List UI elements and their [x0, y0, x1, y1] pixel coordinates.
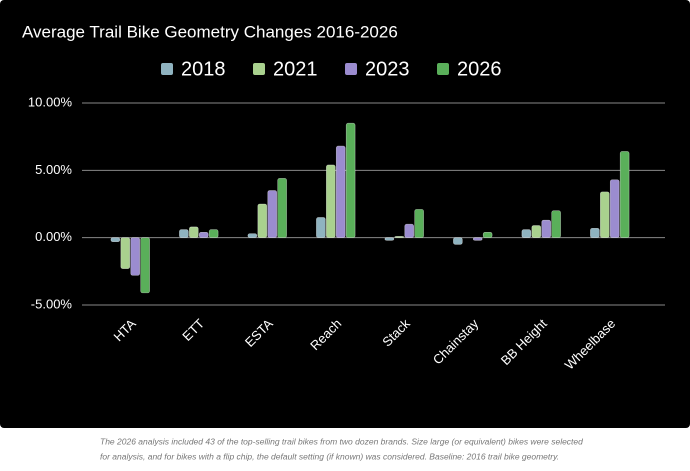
y-tick-label: 10.00% — [28, 94, 73, 109]
legend-label: 2018 — [181, 58, 226, 80]
bar — [541, 219, 551, 238]
y-tick-label: 0.00% — [35, 229, 72, 244]
bar — [335, 145, 346, 238]
bar — [551, 210, 561, 238]
bar — [189, 226, 199, 238]
bar — [247, 233, 258, 238]
bar — [267, 190, 277, 238]
bar — [110, 237, 121, 243]
bar — [179, 229, 189, 238]
caption: The 2026 analysis included 43 of the top… — [100, 436, 583, 446]
bar — [394, 236, 405, 238]
y-tick-label: 5.00% — [35, 162, 72, 177]
bar — [590, 227, 600, 238]
bar — [600, 191, 610, 238]
bar — [130, 237, 140, 276]
legend-label: 2021 — [273, 58, 318, 80]
bar — [453, 237, 463, 245]
legend-label: 2026 — [457, 58, 502, 80]
legend-label: 2023 — [365, 58, 410, 80]
bar — [521, 229, 532, 238]
legend-swatch — [253, 63, 265, 75]
bar — [531, 225, 542, 238]
legend-swatch — [437, 63, 449, 75]
bar — [326, 164, 336, 238]
caption: for analysis, and for bikes with a flip … — [100, 451, 559, 461]
bar — [414, 209, 424, 238]
bar — [482, 231, 493, 238]
y-tick-label: -5.00% — [31, 296, 73, 311]
bar — [120, 237, 131, 269]
bar — [316, 217, 326, 238]
bar — [384, 237, 395, 241]
bar — [198, 231, 209, 238]
bar — [609, 179, 620, 238]
bar — [472, 237, 483, 241]
bar — [277, 178, 287, 238]
bar — [257, 203, 268, 238]
bar — [140, 237, 150, 294]
legend-swatch — [161, 63, 173, 75]
chart-title: Average Trail Bike Geometry Changes 2016… — [22, 22, 398, 41]
bar — [404, 223, 414, 238]
bar — [619, 151, 630, 238]
bar — [208, 229, 219, 238]
bar — [345, 122, 356, 238]
legend-swatch — [345, 63, 357, 75]
